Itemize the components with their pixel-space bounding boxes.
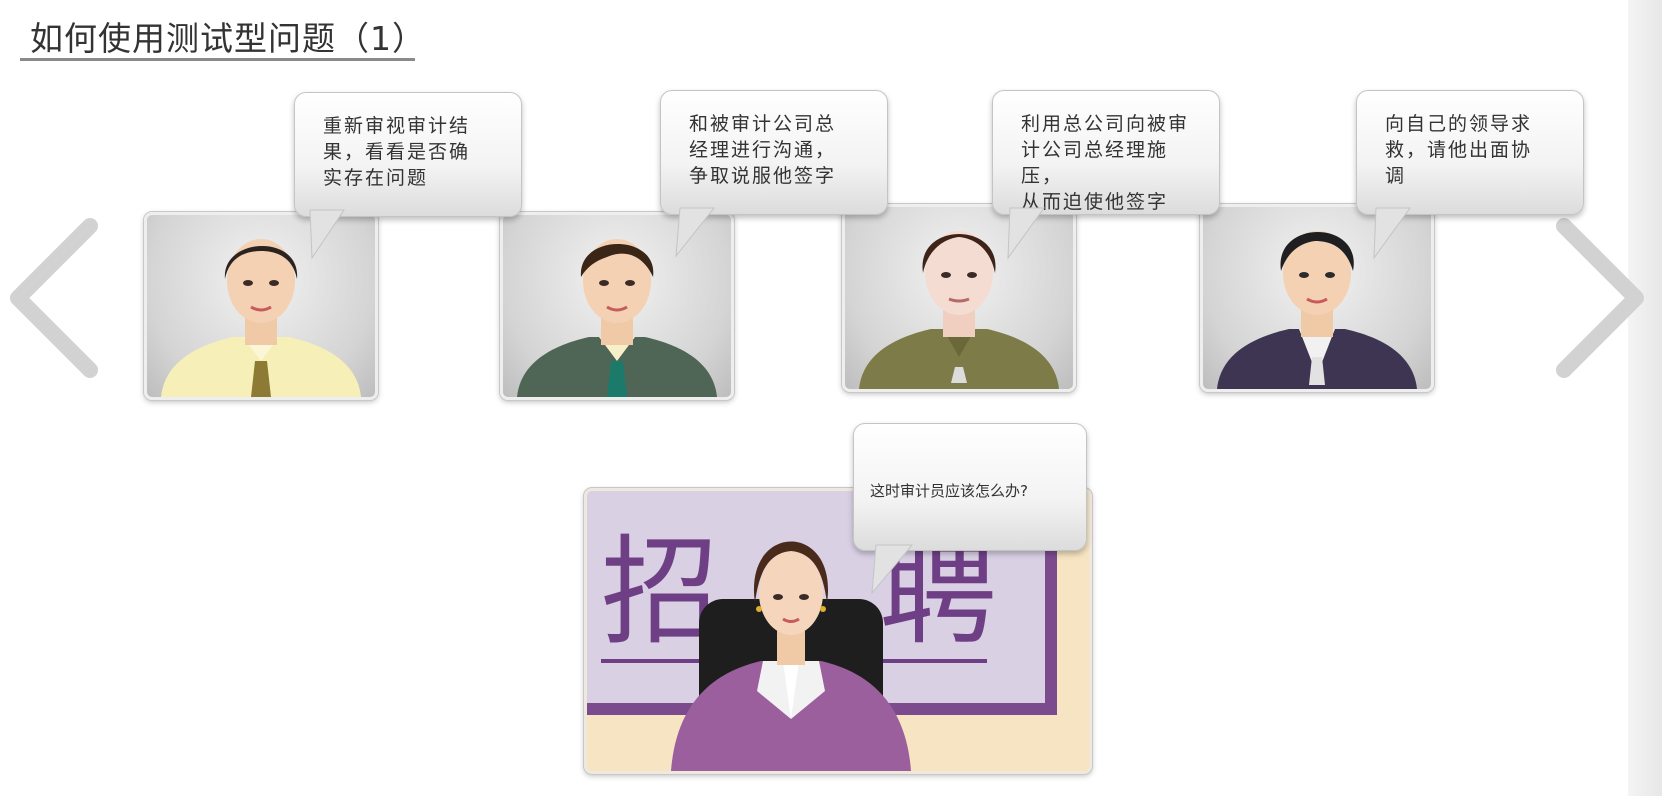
option-3-portrait[interactable] [842,204,1076,392]
option-1-line-1: 重新审视审计结 [323,115,471,137]
option-3-line-2: 计公司总经理施压， [1021,139,1169,187]
option-2-bubble-tail [670,207,730,262]
option-2-line-3: 争取说服他签字 [689,165,837,187]
option-4-line-3: 调 [1385,165,1407,187]
option-2-line-1: 和被审计公司总 [689,113,837,135]
next-button[interactable] [1550,218,1650,378]
scrollbar-track[interactable] [1628,0,1662,796]
option-4-line-1: 向自己的领导求 [1385,113,1533,135]
option-4-portrait[interactable] [1200,204,1434,392]
option-1-line-3: 实存在问题 [323,167,429,189]
prev-button[interactable] [4,218,104,378]
option-3-line-1: 利用总公司向被审 [1021,113,1190,135]
option-2-portrait[interactable] [500,212,734,400]
chevron-right-icon [1556,218,1644,378]
option-1-bubble-tail [306,209,366,264]
option-3-bubble-tail [1004,207,1064,262]
option-3-bubble[interactable]: 利用总公司向被审 计公司总经理施压， 从而迫使他签字 [992,90,1220,215]
question-bubble: 这时审计员应该怎么办? [853,423,1087,551]
man-avatar-icon [859,231,1059,389]
option-4-bubble-tail [1368,207,1428,262]
option-2-bubble[interactable]: 和被审计公司总 经理进行沟通， 争取说服他签字 [660,90,888,215]
option-1-bubble[interactable]: 重新审视审计结 果，看看是否确 实存在问题 [294,92,522,217]
option-4-bubble[interactable]: 向自己的领导求 救，请他出面协 调 [1356,90,1584,215]
option-4-line-2: 救，请他出面协 [1385,139,1533,161]
man-avatar-icon [517,239,717,397]
page-title: 如何使用测试型问题（1） [30,19,426,58]
question-text: 这时审计员应该怎么办? [870,482,1028,500]
man-avatar-icon [161,239,361,397]
title-underline [20,58,415,61]
option-1-line-2: 果，看看是否确 [323,141,471,163]
question-bubble-tail [870,544,930,599]
man-avatar-icon [1217,231,1417,389]
option-2-line-2: 经理进行沟通， [689,139,837,161]
chevron-left-icon [10,218,98,378]
option-3-line-3: 从而迫使他签字 [1021,191,1169,213]
option-1-portrait[interactable] [144,212,378,400]
